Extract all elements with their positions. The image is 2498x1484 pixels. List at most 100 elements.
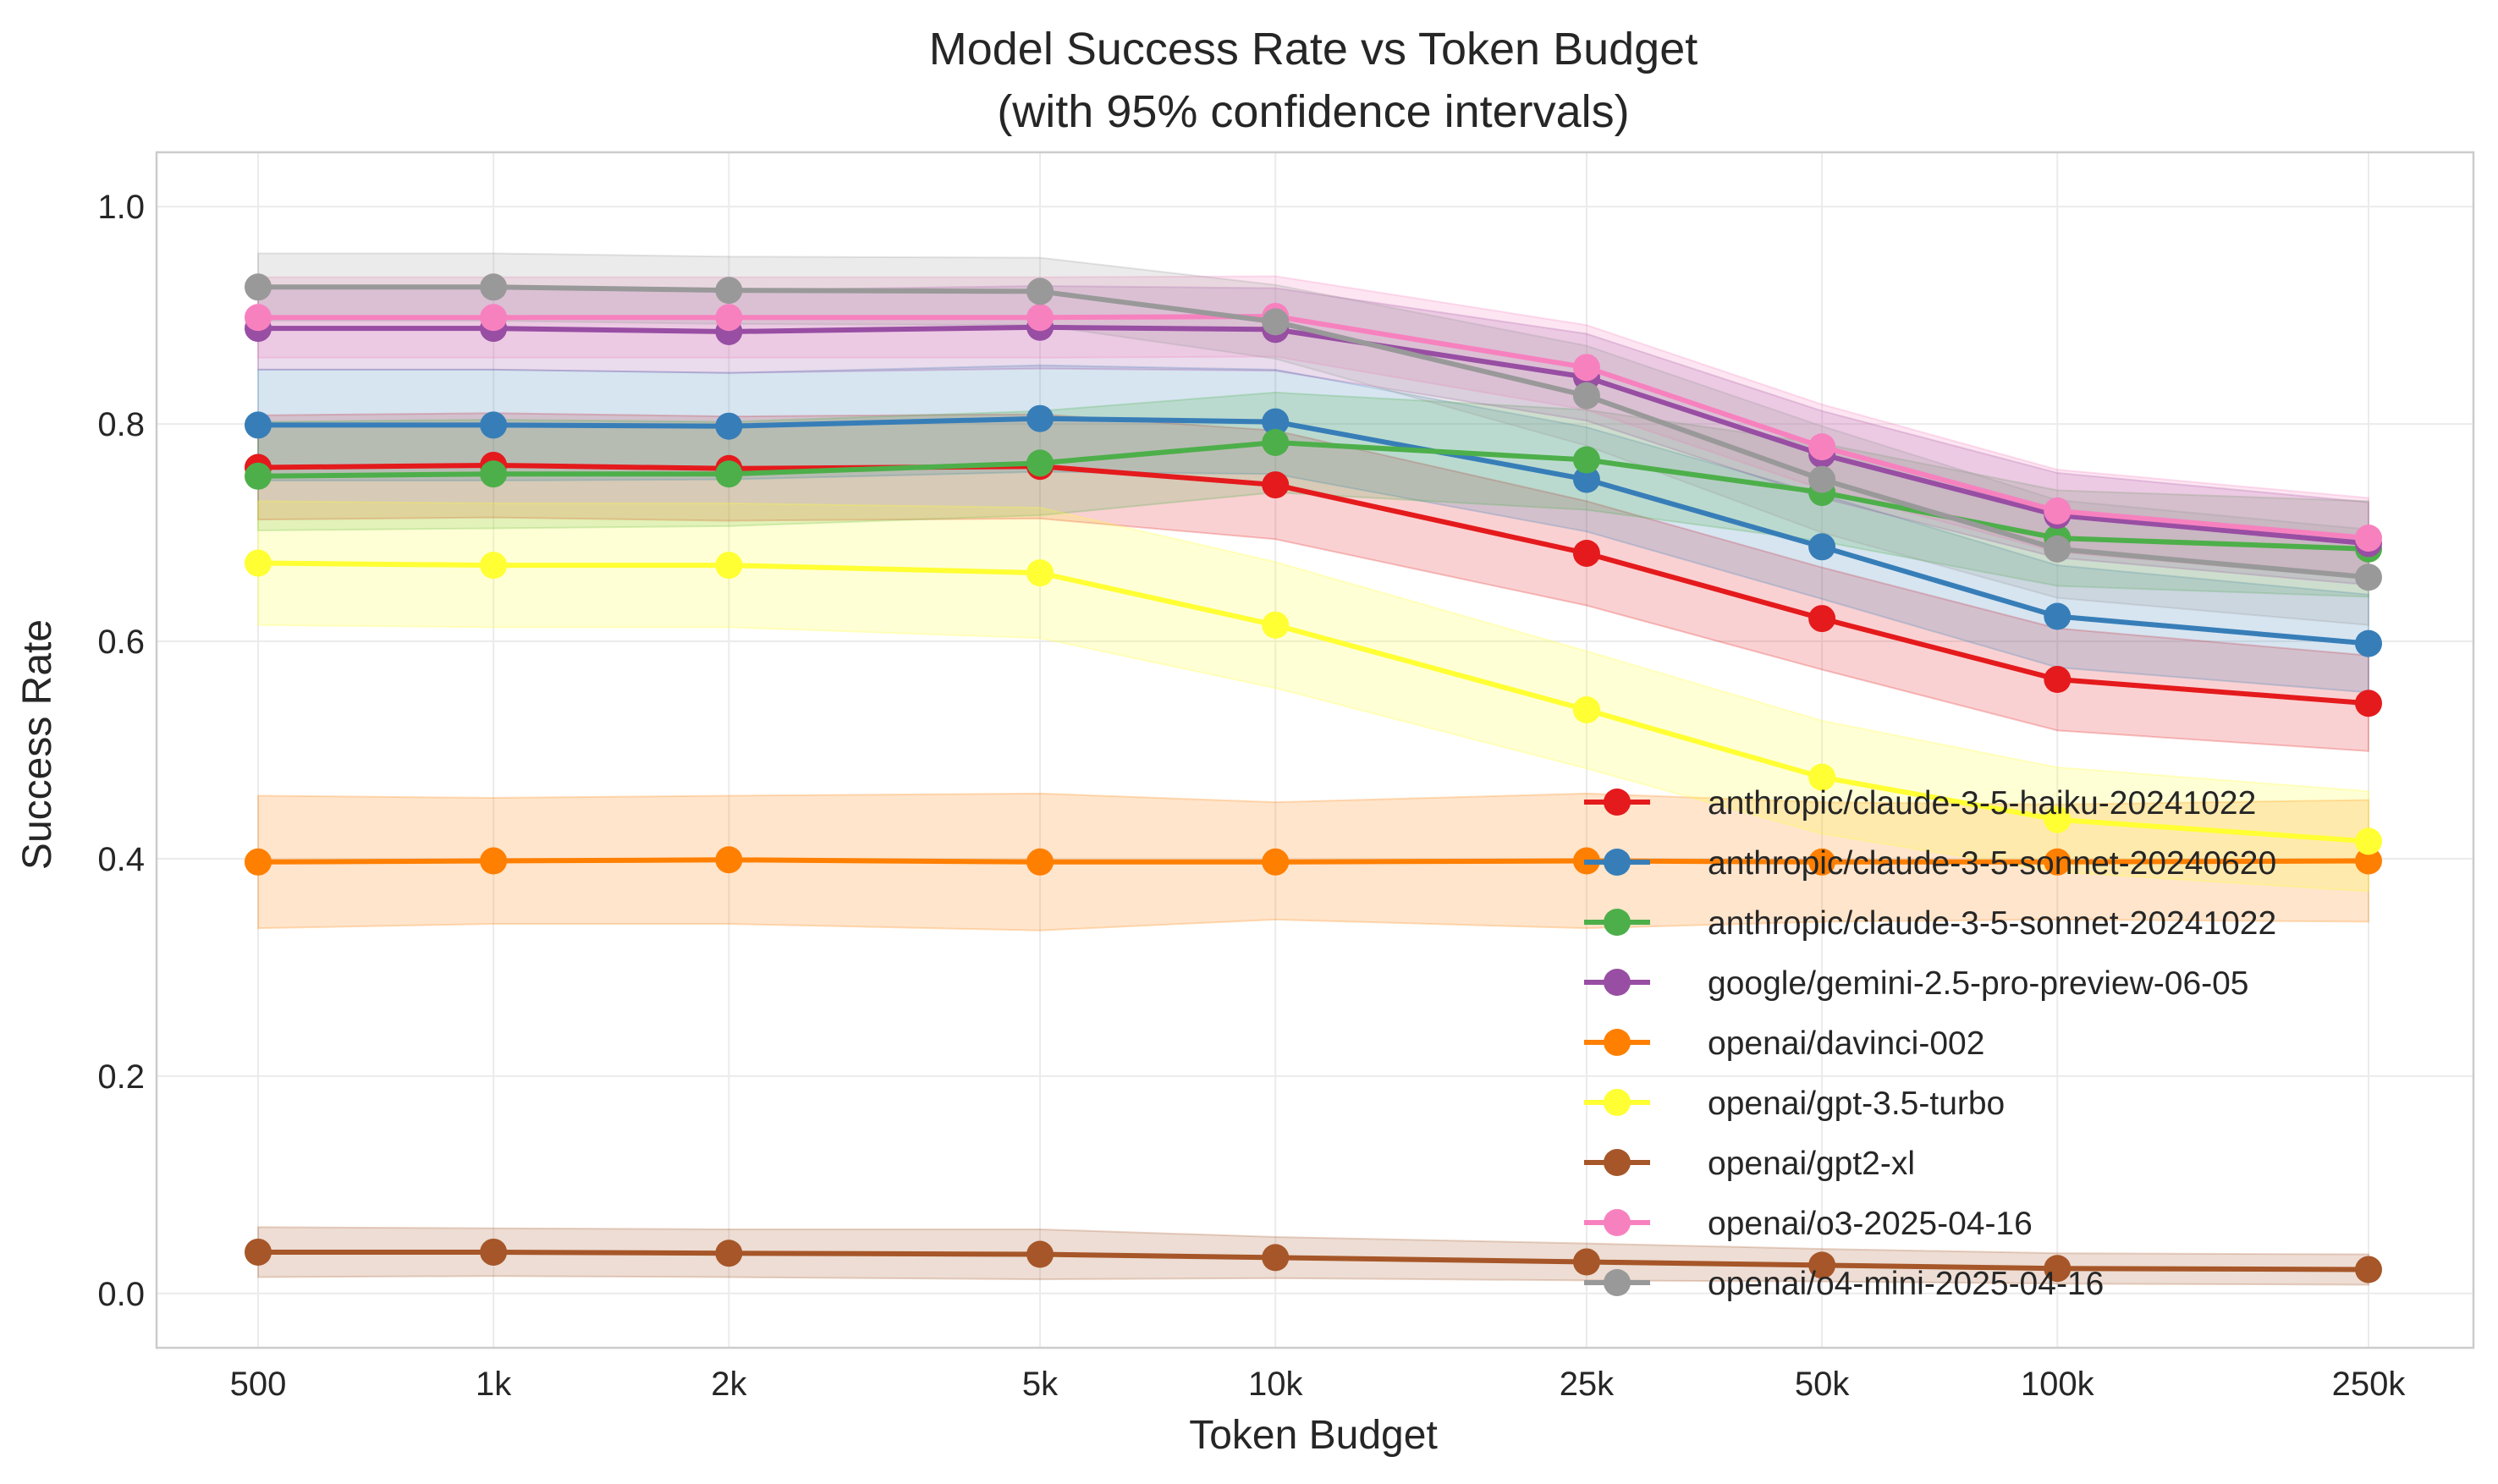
- legend-label: openai/gpt2-xl: [1708, 1146, 1915, 1182]
- data-point: [1262, 428, 1290, 456]
- legend-label: anthropic/claude-3-5-haiku-20241022: [1708, 785, 2256, 822]
- chart-subtitle: (with 95% confidence intervals): [997, 86, 1629, 137]
- data-point: [1026, 559, 1054, 587]
- data-point: [1026, 304, 1054, 332]
- legend-item: openai/o3-2025-04-16: [1584, 1206, 2033, 1242]
- data-point: [1262, 1244, 1290, 1272]
- legend-item: openai/o4-mini-2025-04-16: [1584, 1266, 2104, 1302]
- y-tick-label: 0.6: [97, 624, 145, 661]
- data-point: [245, 1238, 272, 1266]
- legend-marker: [1604, 1269, 1631, 1296]
- y-tick-label: 0.0: [97, 1276, 145, 1313]
- legend-label: openai/davinci-002: [1708, 1025, 1984, 1062]
- legend-marker: [1604, 1029, 1631, 1056]
- y-tick-label: 0.4: [97, 841, 145, 878]
- legend-label: openai/gpt-3.5-turbo: [1708, 1086, 2005, 1122]
- legend-marker: [1604, 789, 1631, 816]
- data-point: [2355, 525, 2382, 552]
- data-point: [1262, 848, 1290, 876]
- legend-label: google/gemini-2.5-pro-preview-06-05: [1708, 965, 2249, 1002]
- grid: [157, 152, 2473, 1348]
- data-point: [2355, 1256, 2382, 1283]
- legend-label: anthropic/claude-3-5-sonnet-20240620: [1708, 845, 2276, 882]
- data-point: [1572, 1248, 1600, 1276]
- data-point: [480, 411, 508, 439]
- data-point: [480, 460, 508, 488]
- chart-title: Model Success Rate vs Token Budget: [929, 24, 1698, 74]
- data-point: [480, 552, 508, 580]
- data-point: [2044, 805, 2072, 833]
- data-point: [2044, 602, 2072, 630]
- legend-marker: [1604, 1149, 1631, 1176]
- x-tick-label: 500: [230, 1366, 287, 1403]
- data-point: [1026, 449, 1054, 477]
- legend-label: openai/o3-2025-04-16: [1708, 1206, 2033, 1242]
- x-tick-label: 100k: [2021, 1366, 2095, 1403]
- data-point: [1572, 354, 1600, 382]
- data-point: [1262, 471, 1290, 499]
- legend-marker: [1604, 969, 1631, 996]
- data-point: [1808, 848, 1836, 876]
- legend: anthropic/claude-3-5-haiku-20241022 anthr…: [1584, 785, 2276, 1302]
- series-lines: [245, 273, 2382, 1283]
- data-point: [2355, 563, 2382, 591]
- legend-item: anthropic/claude-3-5-haiku-20241022: [1584, 785, 2256, 822]
- data-point: [2044, 666, 2072, 694]
- data-point: [1572, 382, 1600, 409]
- y-tick-label: 0.8: [97, 406, 145, 443]
- data-point: [1808, 763, 1836, 791]
- data-point: [245, 848, 272, 876]
- data-point: [715, 460, 743, 488]
- legend-marker: [1604, 849, 1631, 876]
- plot-frame: [155, 151, 2475, 1349]
- data-point: [2355, 827, 2382, 855]
- data-point: [715, 552, 743, 580]
- data-point: [1808, 465, 1836, 493]
- legend-marker: [1604, 909, 1631, 936]
- data-point: [2044, 1255, 2072, 1283]
- data-point: [245, 462, 272, 490]
- data-point: [1262, 308, 1290, 336]
- data-point: [1572, 695, 1600, 723]
- data-point: [1262, 611, 1290, 639]
- data-point: [1026, 278, 1054, 305]
- x-tick-label: 2k: [711, 1366, 747, 1403]
- data-point: [245, 411, 272, 439]
- data-point: [245, 273, 272, 301]
- data-point: [480, 273, 508, 301]
- y-tick-label: 0.2: [97, 1058, 145, 1096]
- data-point: [715, 1239, 743, 1267]
- x-tick-label: 10k: [1248, 1366, 1303, 1403]
- data-point: [480, 304, 508, 332]
- data-point: [715, 412, 743, 440]
- data-point: [1026, 1240, 1054, 1268]
- data-point: [715, 846, 743, 874]
- legend-marker: [1604, 1089, 1631, 1116]
- data-point: [1026, 848, 1054, 876]
- legend-marker: [1604, 1209, 1631, 1236]
- data-point: [245, 549, 272, 577]
- confidence-band-5: [257, 500, 2369, 893]
- x-tick-label: 5k: [1022, 1366, 1059, 1403]
- data-point: [1572, 465, 1600, 493]
- data-point: [2044, 848, 2072, 876]
- data-point: [480, 847, 508, 875]
- data-point: [480, 1238, 508, 1266]
- legend-label: anthropic/claude-3-5-sonnet-20241022: [1708, 905, 2276, 942]
- data-point: [2355, 629, 2382, 657]
- data-point: [2355, 847, 2382, 875]
- legend-item: anthropic/claude-3-5-sonnet-20241022: [1584, 905, 2276, 942]
- data-point: [2044, 535, 2072, 563]
- data-point: [715, 304, 743, 332]
- y-tick-label: 1.0: [97, 189, 145, 226]
- data-point: [1808, 605, 1836, 633]
- data-point: [1808, 433, 1836, 461]
- legend-item: google/gemini-2.5-pro-preview-06-05: [1584, 965, 2249, 1002]
- legend-item: openai/davinci-002: [1584, 1025, 1984, 1062]
- legend-label: openai/o4-mini-2025-04-16: [1708, 1266, 2104, 1302]
- legend-item: openai/gpt2-xl: [1584, 1146, 1915, 1182]
- legend-item: openai/gpt-3.5-turbo: [1584, 1086, 2005, 1122]
